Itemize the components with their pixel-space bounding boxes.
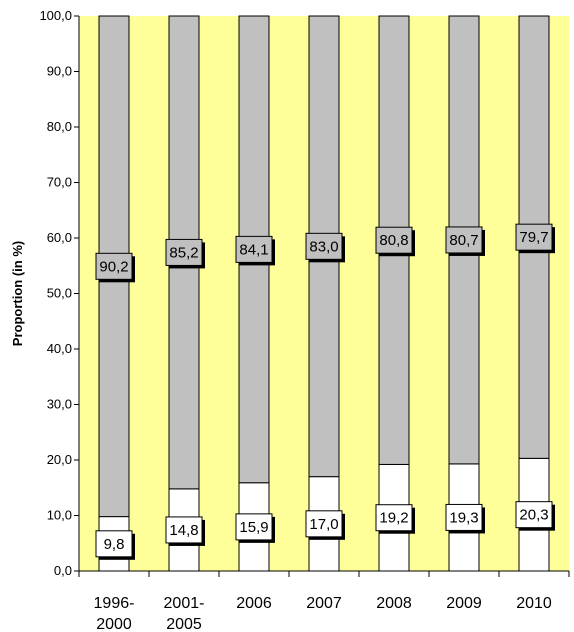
y-tick-label: 90,0 bbox=[47, 64, 72, 79]
data-label: 17,0 bbox=[309, 516, 338, 533]
x-tick-label: 2007 bbox=[306, 595, 342, 612]
x-tick-label: 2010 bbox=[516, 595, 552, 612]
x-tick-label: 2006 bbox=[236, 595, 272, 612]
x-tick-label: 2008 bbox=[376, 595, 412, 612]
data-label: 84,1 bbox=[239, 241, 268, 258]
data-label: 83,0 bbox=[309, 238, 338, 255]
x-tick-label: 2005 bbox=[166, 616, 202, 632]
y-tick-label: 30,0 bbox=[47, 397, 72, 412]
data-label: 79,7 bbox=[519, 229, 548, 246]
y-tick-label: 20,0 bbox=[47, 452, 72, 467]
x-tick-label: 2000 bbox=[96, 616, 132, 632]
x-tick-label: 1996- bbox=[94, 595, 135, 612]
y-tick-label: 40,0 bbox=[47, 341, 72, 356]
data-label: 80,7 bbox=[449, 232, 478, 249]
y-axis-label: Proportion (in %) bbox=[10, 241, 25, 346]
data-label: 19,3 bbox=[449, 509, 478, 526]
data-label: 14,8 bbox=[169, 522, 198, 539]
x-tick-label: 2009 bbox=[446, 595, 482, 612]
x-axis: 1996- 2000 2001- 2005 2006 2007 2008 2009 2010 bbox=[79, 571, 569, 632]
data-label: 19,2 bbox=[379, 510, 408, 527]
data-label: 20,3 bbox=[519, 507, 548, 524]
data-label: 15,9 bbox=[239, 519, 268, 536]
y-tick-label: 0,0 bbox=[54, 563, 72, 578]
data-label: 9,8 bbox=[104, 536, 125, 553]
y-tick-label: 60,0 bbox=[47, 230, 72, 245]
y-tick-label: 80,0 bbox=[47, 119, 72, 134]
y-axis: 0,0 10,0 20,0 30,0 40,0 50,0 60,0 70,0 80,0 90,0 1… bbox=[39, 8, 79, 578]
y-tick-label: 70,0 bbox=[47, 175, 72, 190]
y-tick-label: 100,0 bbox=[39, 8, 72, 23]
data-label: 80,8 bbox=[379, 232, 408, 249]
y-tick-label: 50,0 bbox=[47, 286, 72, 301]
data-label: 90,2 bbox=[99, 258, 128, 275]
y-tick-label: 10,0 bbox=[47, 508, 72, 523]
data-label: 85,2 bbox=[169, 244, 198, 261]
x-tick-label: 2001- bbox=[164, 595, 205, 612]
